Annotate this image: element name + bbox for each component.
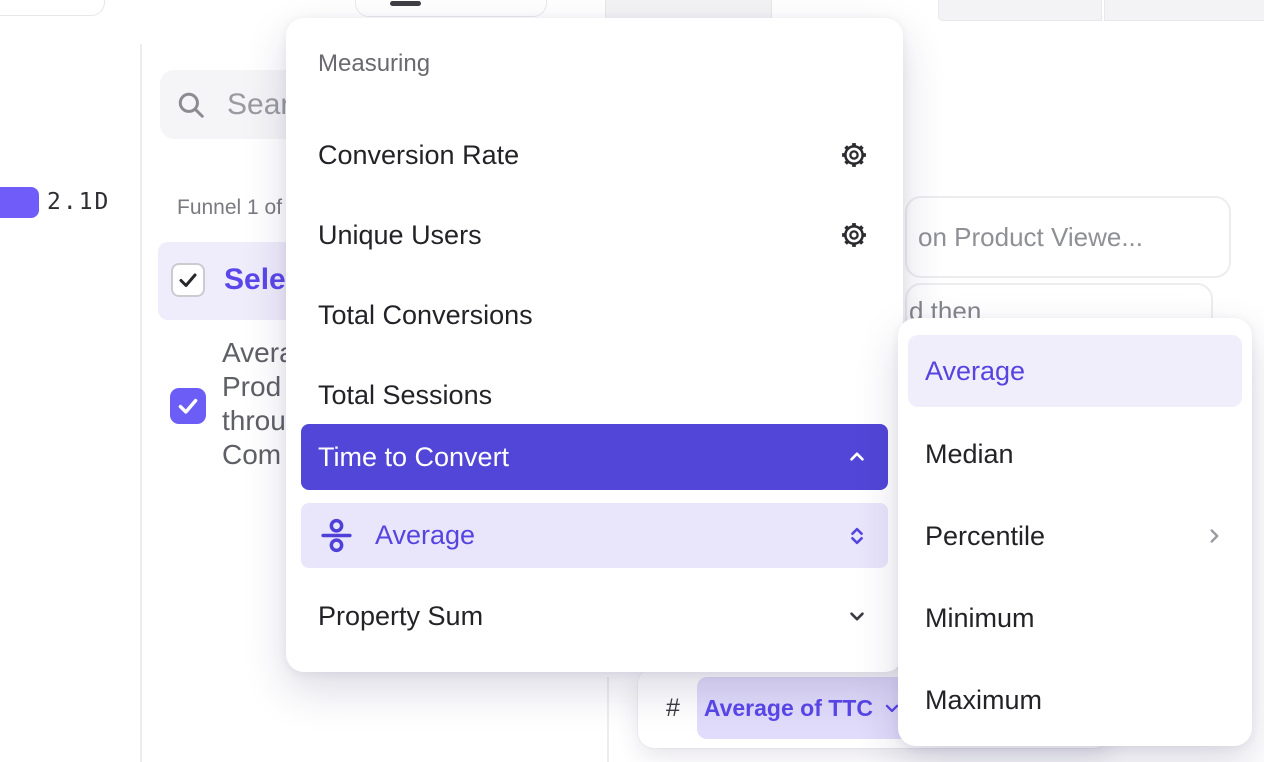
metric-pill-label: Average of TTC — [703, 694, 873, 721]
sort-chevrons-icon — [851, 527, 863, 544]
toolbar-segment — [1104, 0, 1264, 21]
check-icon — [179, 273, 197, 287]
search-placeholder: Sear — [227, 87, 291, 121]
duration-label: 2.1D — [47, 189, 111, 215]
menu-item-total-conversions[interactable]: Total Conversions — [318, 299, 533, 330]
gear-icon[interactable] — [840, 221, 868, 249]
top-center-partial-button — [355, 0, 547, 17]
chevron-down-icon — [885, 704, 899, 713]
toolbar-segment — [938, 0, 1102, 21]
agg-item-percentile[interactable]: Percentile — [908, 500, 1242, 572]
gear-icon[interactable] — [840, 141, 868, 169]
funnel-count-label: Funnel 1 of — [177, 196, 283, 219]
chevron-down-icon — [850, 612, 864, 621]
agg-item-average[interactable]: Average — [908, 335, 1242, 407]
select-all-checkbox[interactable] — [171, 263, 205, 297]
description-line: throu — [222, 405, 286, 436]
menu-item-total-sessions[interactable]: Total Sessions — [318, 379, 493, 410]
metric-aggregation-pill[interactable]: Average of TTC — [696, 677, 909, 739]
event-step-card[interactable]: on Product Viewe... — [905, 196, 1231, 278]
measuring-dropdown: Measuring Conversion Rate Unique Users — [286, 18, 903, 672]
top-left-partial-card — [0, 0, 105, 16]
dark-glyph — [390, 1, 421, 6]
metric-description: Avera Prod throu Com — [222, 336, 295, 472]
search-icon — [178, 92, 204, 118]
description-line: Avera — [222, 337, 295, 368]
agg-item-maximum[interactable]: Maximum — [925, 684, 1043, 715]
check-icon — [178, 398, 198, 414]
aggregation-dropdown: Average Median Percentile Minimum Maximu… — [898, 318, 1252, 746]
menu-item-time-to-convert[interactable]: Time to Convert — [301, 424, 888, 490]
chevron-right-icon — [1210, 529, 1219, 543]
event-step-label: on Product Viewe... — [918, 221, 1143, 252]
menu-header: Measuring — [318, 50, 431, 77]
series-color-chip — [0, 187, 39, 218]
column-divider — [607, 677, 609, 762]
chevron-up-icon — [850, 452, 864, 461]
menu-item-property-sum[interactable]: Property Sum — [301, 584, 888, 648]
description-line: Com — [222, 439, 282, 470]
description-line: Prod — [222, 371, 282, 402]
number-type-icon: # — [666, 693, 680, 722]
metric-checkbox[interactable] — [170, 388, 206, 424]
agg-item-minimum[interactable]: Minimum — [925, 602, 1035, 633]
left-panel-divider — [140, 44, 142, 762]
agg-item-median[interactable]: Median — [925, 438, 1014, 469]
menu-item-average-aggregation[interactable]: Average — [301, 503, 888, 568]
menu-item-conversion-rate[interactable]: Conversion Rate — [301, 123, 888, 187]
menu-item-unique-users[interactable]: Unique Users — [301, 203, 888, 267]
average-icon — [321, 518, 352, 553]
